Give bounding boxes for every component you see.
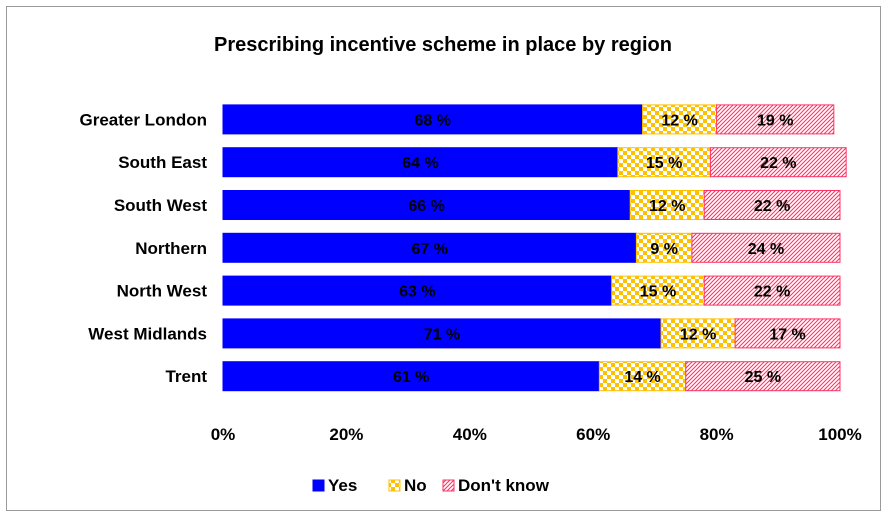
bar-segment-don-t-know-south-west bbox=[703, 190, 841, 220]
legend-swatch-no bbox=[388, 479, 401, 492]
stacked-bar-chart: Prescribing incentive scheme in place by… bbox=[79, 34, 862, 495]
bar-segment-yes-northern bbox=[222, 232, 637, 263]
data-label-yes-northern: 67 % bbox=[411, 241, 447, 258]
bar-segment-no-west-midlands bbox=[660, 318, 736, 349]
category-label-greater-london: Greater London bbox=[79, 110, 207, 129]
data-label-no-south-east: 15 % bbox=[646, 155, 682, 172]
legend-label-yes: Yes bbox=[328, 476, 357, 495]
x-tick-label: 80% bbox=[700, 425, 734, 444]
bar-segment-no-trent bbox=[598, 361, 687, 392]
legend-label-don-t-know: Don't know bbox=[458, 476, 550, 495]
bar-segment-don-t-know-northern bbox=[691, 232, 841, 263]
legend: Yes No Don't know bbox=[312, 476, 550, 495]
bar-segment-no-greater-london bbox=[642, 104, 718, 135]
bar-segment-don-t-know-trent bbox=[685, 361, 841, 392]
data-label-no-west-midlands: 12 % bbox=[680, 326, 716, 343]
bar-segment-don-t-know-west-midlands bbox=[734, 318, 841, 349]
chart-title: Prescribing incentive scheme in place by… bbox=[214, 34, 672, 56]
plot-area: Greater London 68 % 12 % 19 % South East 64 %… bbox=[79, 104, 862, 444]
data-label-no-trent: 14 % bbox=[624, 369, 660, 386]
legend-label-no: No bbox=[404, 476, 427, 495]
data-label-yes-west-midlands: 71 % bbox=[424, 326, 460, 343]
bar-segment-yes-west-midlands bbox=[222, 318, 662, 349]
category-label-north-west: North West bbox=[117, 282, 208, 301]
bar-segment-yes-greater-london bbox=[222, 104, 644, 135]
data-label-no-south-west: 12 % bbox=[649, 198, 685, 215]
data-label-yes-south-east: 64 % bbox=[402, 155, 438, 172]
bar-segment-no-north-west bbox=[611, 275, 705, 306]
data-label-no-northern: 9 % bbox=[650, 241, 678, 258]
bar-segment-yes-trent bbox=[222, 361, 600, 392]
category-label-south-east: South East bbox=[118, 153, 207, 172]
x-tick-label: 20% bbox=[329, 425, 363, 444]
data-label-don-t-know-south-west: 22 % bbox=[754, 198, 790, 215]
data-label-yes-trent: 61 % bbox=[393, 369, 429, 386]
bar-segment-don-t-know-greater-london bbox=[716, 104, 835, 135]
data-label-yes-south-west: 66 % bbox=[408, 198, 444, 215]
data-label-don-t-know-west-midlands: 17 % bbox=[769, 326, 805, 343]
bar-segment-yes-north-west bbox=[222, 275, 613, 306]
data-label-don-t-know-north-west: 22 % bbox=[754, 284, 790, 301]
category-label-south-west: South West bbox=[114, 196, 208, 215]
data-label-don-t-know-northern: 24 % bbox=[748, 241, 784, 258]
category-label-northern: Northern bbox=[135, 239, 207, 258]
x-tick-label: 100% bbox=[818, 425, 861, 444]
x-tick-label: 60% bbox=[576, 425, 610, 444]
data-label-yes-north-west: 63 % bbox=[399, 284, 435, 301]
legend-swatch-yes bbox=[312, 479, 325, 492]
bar-segment-yes-south-west bbox=[222, 190, 631, 220]
data-label-no-north-west: 15 % bbox=[640, 284, 676, 301]
data-label-yes-greater-london: 68 % bbox=[415, 112, 451, 129]
chart-frame: Prescribing incentive scheme in place by… bbox=[6, 6, 881, 511]
category-label-trent: Trent bbox=[165, 367, 207, 386]
data-label-no-greater-london: 12 % bbox=[661, 112, 697, 129]
legend-swatch-don-t-know bbox=[442, 479, 455, 492]
x-tick-label: 40% bbox=[453, 425, 487, 444]
data-label-don-t-know-south-east: 22 % bbox=[760, 155, 796, 172]
bar-segment-don-t-know-south-east bbox=[709, 147, 847, 178]
bar-segment-no-south-west bbox=[629, 190, 705, 220]
x-tick-label: 0% bbox=[211, 425, 236, 444]
category-label-west-midlands: West Midlands bbox=[88, 324, 207, 343]
bar-segment-don-t-know-north-west bbox=[703, 275, 841, 306]
data-label-don-t-know-trent: 25 % bbox=[745, 369, 781, 386]
data-label-don-t-know-greater-london: 19 % bbox=[757, 112, 793, 129]
bar-segment-no-south-east bbox=[617, 147, 711, 178]
